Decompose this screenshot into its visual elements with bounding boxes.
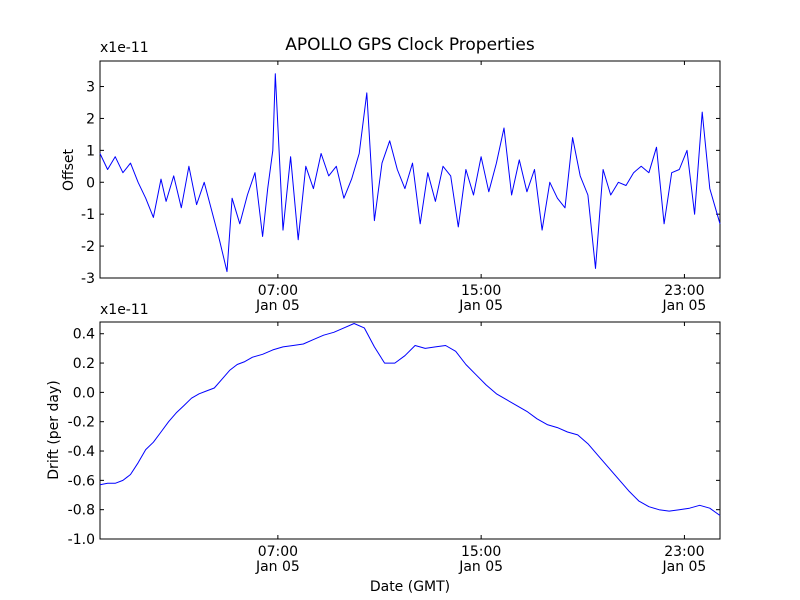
offset-xtick-date-label: Jan 05 <box>255 298 300 314</box>
drift-ytick-label: -0.4 <box>68 444 95 460</box>
x-axis-label: Date (GMT) <box>370 579 450 595</box>
offset-ytick-label: -1 <box>81 207 95 223</box>
offset-ytick-label: -3 <box>81 271 95 287</box>
offset-y-ticks: -3 -2 -1 0 1 2 3 <box>81 80 720 287</box>
drift-ytick-label: 0.0 <box>73 385 95 401</box>
drift-ytick-label: 0.2 <box>73 356 95 372</box>
offset-y-axis-label: Offset <box>61 148 77 191</box>
offset-xtick-time-label: 07:00 <box>258 283 298 299</box>
drift-ytick-label: -0.8 <box>68 503 95 519</box>
drift-plot-frame <box>99 321 721 540</box>
offset-scale-label: x1e-11 <box>100 40 149 56</box>
offset-ytick-label: 0 <box>86 175 95 191</box>
drift-ytick-label: -0.2 <box>68 415 95 431</box>
drift-panel: x1e-11 Drift (per day) -1.0-0.8-0.6-0.4-… <box>46 302 721 575</box>
offset-ytick-label: -2 <box>81 239 95 255</box>
offset-xtick-time-label: 15:00 <box>461 283 501 299</box>
drift-y-ticks: -1.0 -0.8 -0.6 -0.4 -0.2 0.0 0.2 0.4 <box>68 327 720 548</box>
offset-xtick-date-label: Jan 05 <box>661 298 706 314</box>
offset-series-line <box>99 73 721 273</box>
chart-title: APOLLO GPS Clock Properties <box>285 35 535 55</box>
drift-xtick-date-label: Jan 05 <box>255 559 300 575</box>
offset-plot-frame <box>99 60 721 279</box>
offset-xtick-date-label: Jan 05 <box>458 298 503 314</box>
drift-xtick-date-label: Jan 05 <box>458 559 503 575</box>
offset-ytick-label: 3 <box>86 80 95 96</box>
offset-ytick-label: 1 <box>86 143 95 159</box>
drift-scale-label: x1e-11 <box>100 302 149 318</box>
drift-xtick-time-label: 07:00 <box>258 544 298 560</box>
drift-ytick-label: -1.0 <box>68 532 95 548</box>
drift-ytick-label: 0.4 <box>73 327 95 343</box>
drift-ytick-label: -0.6 <box>68 473 95 489</box>
drift-series-line <box>99 323 721 516</box>
offset-xtick-time-label: 23:00 <box>664 283 704 299</box>
drift-xtick-date-label: Jan 05 <box>661 559 706 575</box>
drift-y-axis-label: Drift (per day) <box>46 380 62 479</box>
drift-xtick-time-label: 15:00 <box>461 544 501 560</box>
offset-ytick-label: 2 <box>86 111 95 127</box>
drift-xtick-time-label: 23:00 <box>664 544 704 560</box>
